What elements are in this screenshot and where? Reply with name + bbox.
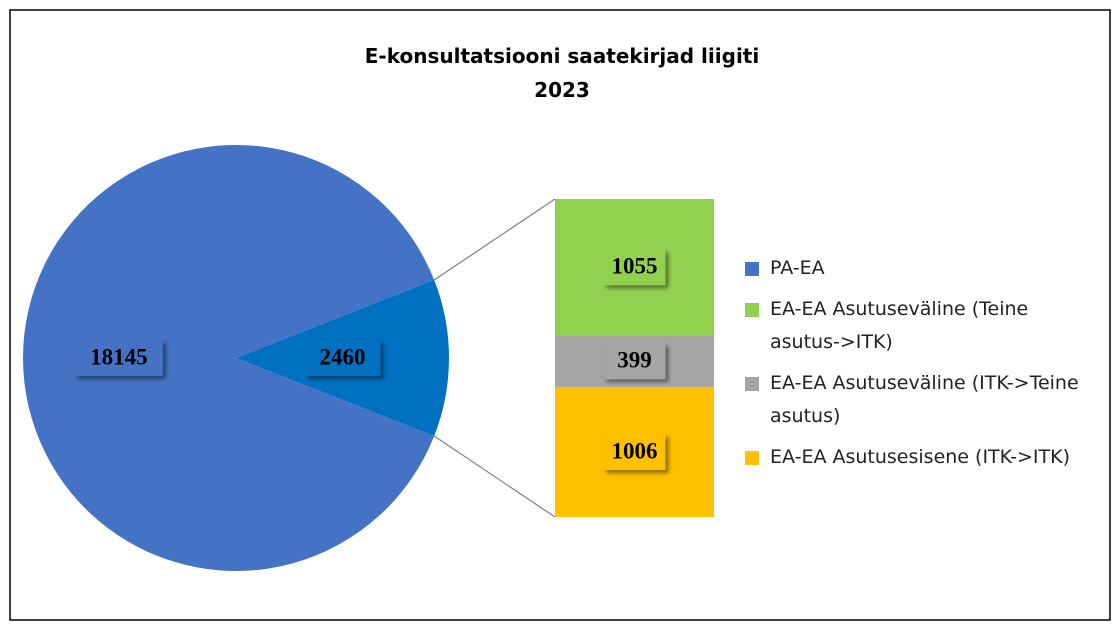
data-label-box [304,340,381,376]
data-label: 1055 [612,253,658,278]
pie-slice [22,144,435,571]
data-label: 18145 [90,344,148,369]
data-label-box [74,340,163,376]
connector-line [433,435,556,518]
legend-item: EA-EA Asutusesisene (ITK->ITK) [745,441,1090,474]
legend-item: EA-EA Asutuseväline (ITK->Teine asutus) [745,367,1090,433]
legend-item: EA-EA Asutuseväline (Teine asutus->ITK) [745,293,1090,359]
legend-label: EA-EA Asutusesisene (ITK->ITK) [770,446,1070,468]
legend-label: EA-EA Asutuseväline (Teine asutus->ITK) [770,298,1029,353]
legend-label: PA-EA [770,257,825,279]
data-label: 1006 [612,438,658,463]
data-label-box [603,249,666,286]
legend-label: EA-EA Asutuseväline (ITK->Teine asutus) [770,372,1079,427]
data-label-box [603,433,666,470]
chart-title: E-konsultatsiooni saatekirjad liigiti [365,44,759,68]
data-label: 2460 [320,344,366,369]
data-label: 399 [617,347,652,372]
legend: PA-EA EA-EA Asutuseväline (Teine asutus->… [745,252,1090,482]
data-label-box [603,343,666,380]
legend-swatch [745,451,759,465]
legend-swatch [745,303,759,317]
chart-subtitle: 2023 [534,78,590,102]
legend-swatch [745,377,759,391]
connector-line [433,198,556,281]
legend-swatch [745,262,759,276]
legend-item: PA-EA [745,252,1090,285]
